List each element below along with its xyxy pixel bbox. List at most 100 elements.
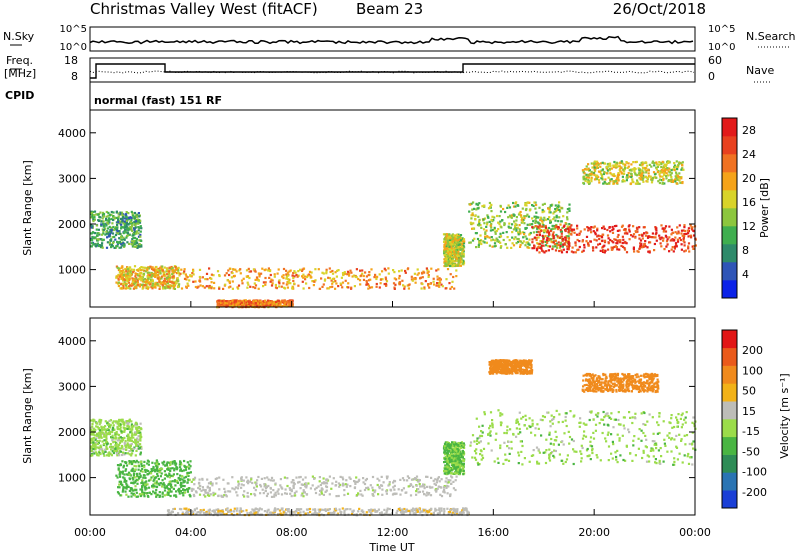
data-cell <box>644 240 646 242</box>
data-cell <box>126 211 128 213</box>
data-cell <box>189 495 191 497</box>
data-cell <box>531 223 533 225</box>
nsearch-label: N.Search <box>746 30 796 43</box>
data-cell <box>144 475 146 477</box>
data-cell <box>170 475 172 477</box>
data-cell <box>99 216 101 218</box>
data-cell <box>264 277 266 279</box>
data-cell <box>250 478 252 480</box>
data-cell <box>460 239 462 241</box>
data-cell <box>612 165 614 167</box>
data-cell <box>179 492 181 494</box>
data-cell <box>546 239 548 241</box>
data-cell <box>508 226 510 228</box>
data-cell <box>513 220 515 222</box>
data-cell <box>524 244 526 246</box>
data-cell <box>560 229 562 231</box>
data-cell <box>618 249 620 251</box>
data-cell <box>238 285 240 287</box>
data-cell <box>96 423 98 425</box>
data-cell <box>270 479 272 481</box>
data-cell <box>226 495 228 497</box>
data-cell <box>235 304 237 306</box>
data-cell <box>176 480 178 482</box>
data-cell <box>127 442 129 444</box>
data-cell <box>343 489 345 491</box>
data-cell <box>170 461 172 463</box>
data-cell <box>177 279 179 281</box>
data-cell <box>131 463 133 465</box>
data-cell <box>231 476 233 478</box>
data-cell <box>636 227 638 229</box>
data-cell <box>178 283 180 285</box>
data-cell <box>128 446 130 448</box>
data-cell <box>505 243 507 245</box>
data-cell <box>127 268 129 270</box>
data-cell <box>133 278 135 280</box>
data-cell <box>185 273 187 275</box>
data-cell <box>136 445 138 447</box>
data-cell <box>687 245 689 247</box>
data-cell <box>250 301 252 303</box>
data-cell <box>570 233 572 235</box>
data-cell <box>548 216 550 218</box>
data-cell <box>218 477 220 479</box>
data-cell <box>513 213 515 215</box>
data-cell <box>642 237 644 239</box>
data-cell <box>288 281 290 283</box>
data-cell <box>449 494 451 496</box>
data-cell <box>164 494 166 496</box>
data-cell <box>650 166 652 168</box>
data-cell <box>271 284 273 286</box>
data-cell <box>494 239 496 241</box>
data-cell <box>140 423 142 425</box>
data-cell <box>113 236 115 238</box>
data-cell <box>439 279 441 281</box>
data-cell <box>531 226 533 228</box>
data-cell <box>224 274 226 276</box>
data-cell <box>468 211 470 213</box>
data-cell <box>170 495 172 497</box>
data-cell <box>147 473 149 475</box>
data-cell <box>215 478 217 480</box>
data-cell <box>597 244 599 246</box>
data-cell <box>621 172 623 174</box>
data-cell <box>384 283 386 285</box>
data-cell <box>264 477 266 479</box>
data-cell <box>288 270 290 272</box>
data-cell <box>136 430 138 432</box>
data-cell <box>449 479 451 481</box>
data-cell <box>118 484 120 486</box>
data-cell <box>617 175 619 177</box>
data-cell <box>321 286 323 288</box>
data-cell <box>568 243 570 245</box>
data-cell <box>537 246 539 248</box>
data-cell <box>154 283 156 285</box>
data-cell <box>540 248 542 250</box>
data-cell <box>169 464 171 466</box>
data-cell <box>264 284 266 286</box>
data-cell <box>453 487 455 489</box>
data-cell <box>140 428 142 430</box>
data-cell <box>147 496 149 498</box>
data-cell <box>599 243 601 245</box>
data-cell <box>491 216 493 218</box>
data-cell <box>218 274 220 276</box>
data-cell <box>155 272 157 274</box>
data-cell <box>187 283 189 285</box>
data-cell <box>323 283 325 285</box>
data-cell <box>448 282 450 284</box>
data-cell <box>398 270 400 272</box>
data-cell <box>433 283 435 285</box>
data-cell <box>286 301 288 303</box>
data-cell <box>469 204 471 206</box>
data-cell <box>243 484 245 486</box>
data-cell <box>619 165 621 167</box>
data-cell <box>256 485 258 487</box>
data-cell <box>168 492 170 494</box>
data-cell <box>607 234 609 236</box>
data-cell <box>445 264 447 266</box>
data-cell <box>155 496 157 498</box>
data-cell <box>113 420 115 422</box>
data-cell <box>483 228 485 230</box>
